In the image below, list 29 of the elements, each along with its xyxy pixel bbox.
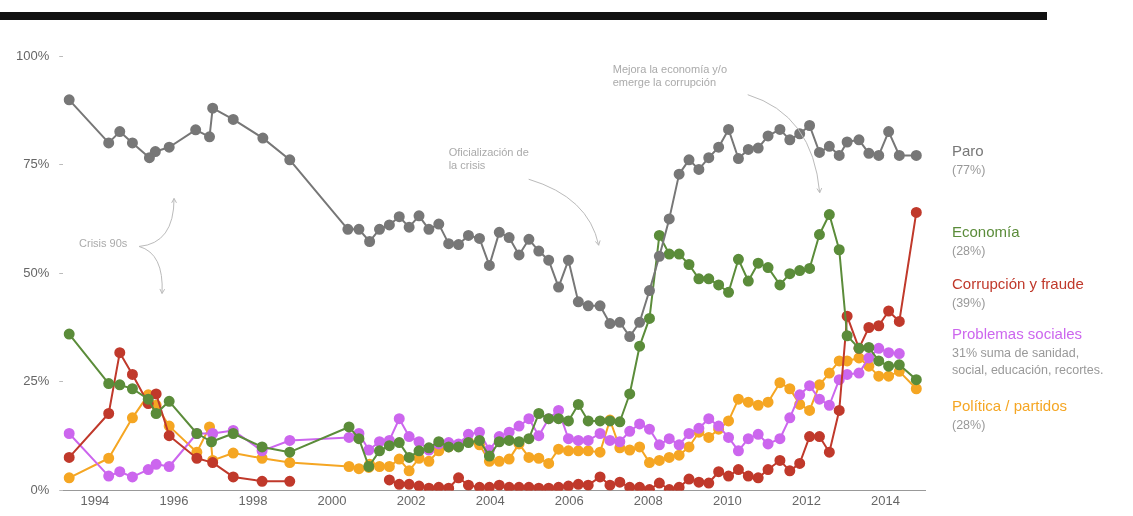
x-tick-label: 1998 <box>238 492 268 508</box>
text: Paro <box>952 142 984 160</box>
x-tick-label: 2014 <box>871 492 900 508</box>
x-tick-label: 2004 <box>475 492 505 508</box>
text: Economía <box>952 223 1021 241</box>
x-tick-label: 2006 <box>554 492 584 508</box>
x-tick-label: 2012 <box>791 492 821 508</box>
text: (28%) <box>952 244 986 259</box>
text: Política / partidos <box>952 397 1068 415</box>
annotation: Oficialización de la crisis <box>448 145 529 171</box>
y-tick-label: 75% <box>23 156 50 172</box>
x-tick-label: 2008 <box>633 492 663 508</box>
annotation: Mejora la economía y/o emerge la corrupción <box>612 63 728 89</box>
x-tick-label: 1994 <box>80 492 110 508</box>
y-tick-label: 25% <box>23 373 50 389</box>
text: (39%) <box>952 296 986 311</box>
annotation: Crisis 90s <box>79 236 128 249</box>
text: Corrupción y fraude <box>952 275 1084 293</box>
y-tick-label: 100% <box>16 47 50 63</box>
x-tick-label: 2000 <box>317 492 347 508</box>
x-tick-label: 2010 <box>712 492 742 508</box>
y-tick-label: 0% <box>30 481 50 497</box>
text: 31% suma de sanidad, social, educación, recortes. <box>952 346 1104 378</box>
x-tick-label: 2002 <box>396 492 426 508</box>
y-tick-label: 50% <box>23 264 50 280</box>
x-tick-label: 1996 <box>159 492 189 508</box>
text: Problemas sociales <box>952 325 1083 343</box>
text: (28%) <box>952 418 986 433</box>
text: (77%) <box>952 163 986 178</box>
